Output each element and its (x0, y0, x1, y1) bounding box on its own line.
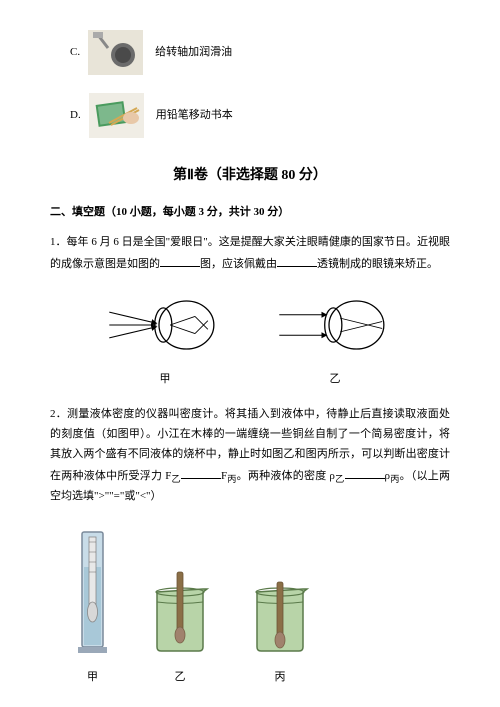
beaker-bing: 丙 (245, 567, 315, 688)
eye-diagram-jia: 甲 (105, 290, 225, 391)
beaker-label-yi: 乙 (145, 668, 215, 688)
q1-text-2: 图，应该佩戴由 (200, 258, 277, 270)
option-d-label: D. (70, 106, 81, 126)
hydrometer-jia: 甲 (70, 527, 115, 688)
option-c-label: C. (70, 43, 80, 63)
q2-blank-2 (345, 465, 385, 479)
q1-blank-2 (277, 253, 317, 267)
q1-num: 1． (50, 236, 67, 248)
option-d-image (89, 93, 144, 138)
beaker-label-jia: 甲 (70, 668, 115, 688)
option-c-row: C. 给转轴加润滑油 (70, 30, 450, 75)
option-d-text: 用铅笔移动书本 (156, 106, 233, 126)
q2-sub-bing: 丙 (227, 474, 237, 484)
q1-blank-1 (160, 253, 200, 267)
beaker-yi: 乙 (145, 567, 215, 688)
q2-sub-bing2: 丙 (390, 474, 400, 484)
option-c-text: 给转轴加润滑油 (155, 43, 232, 63)
q1-text-3: 透镜制成的眼镜来矫正。 (317, 258, 438, 270)
q2-text-3: 。两种液体的密度 ρ (237, 470, 335, 482)
beaker-label-bing: 丙 (245, 668, 315, 688)
q2-sub-yi2: 乙 (335, 474, 345, 484)
eye-label-jia: 甲 (105, 370, 225, 390)
option-c-image (88, 30, 143, 75)
q2-num: 2． (50, 408, 67, 420)
q2-blank-1 (181, 465, 221, 479)
beaker-diagrams-row: 甲 乙 丙 (70, 527, 450, 688)
section-2-title: 第Ⅱ卷（非选择题 80 分） (50, 163, 450, 188)
q2-sub-yi: 乙 (171, 474, 181, 484)
eye-label-yi: 乙 (275, 370, 395, 390)
subsection-fill-blank: 二、填空题（10 小题，每小题 3 分，共计 30 分） (50, 203, 450, 223)
question-1: 1．每年 6 月 6 日是全国"爱眼日"。这是提醒大家关注眼睛健康的国家节日。近… (50, 233, 450, 275)
question-2: 2．测量液体密度的仪器叫密度计。将其插入到液体中，待静止后直接读取液面处的刻度值… (50, 405, 450, 507)
option-d-row: D. 用铅笔移动书本 (70, 93, 450, 138)
eye-diagram-yi: 乙 (275, 290, 395, 391)
eye-diagrams-row: 甲 乙 (50, 290, 450, 391)
